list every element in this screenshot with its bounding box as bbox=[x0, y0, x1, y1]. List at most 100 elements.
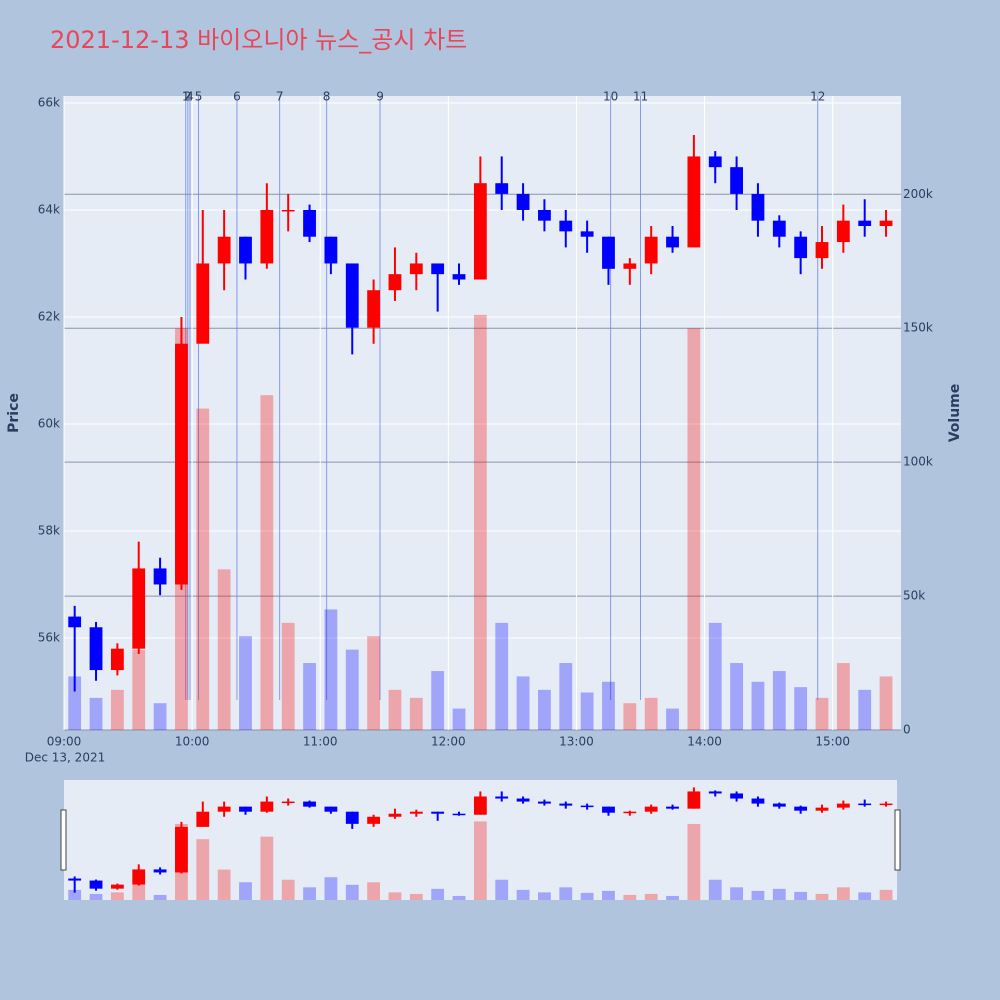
candle-body bbox=[666, 236, 679, 248]
news-marker-label: 11 bbox=[633, 90, 648, 104]
candle-body bbox=[367, 290, 381, 328]
candle-body-mini bbox=[516, 798, 530, 802]
candle-body bbox=[217, 236, 231, 264]
candle-body-mini bbox=[68, 878, 82, 881]
volume-bar-mini bbox=[196, 839, 210, 900]
candle-body-mini bbox=[730, 793, 743, 799]
volume-bar-mini bbox=[388, 892, 402, 900]
candle-body bbox=[388, 274, 402, 291]
candle-body-mini bbox=[666, 806, 679, 809]
y2-tick-label: 150k bbox=[903, 321, 933, 335]
candle-body-mini bbox=[708, 791, 722, 794]
candle-body bbox=[623, 263, 637, 269]
candle-body-mini bbox=[431, 811, 445, 814]
candle-body-mini bbox=[452, 813, 466, 816]
volume-bar bbox=[89, 697, 103, 730]
y-tick-label: 60k bbox=[38, 416, 60, 430]
volume-bar-mini bbox=[708, 879, 722, 900]
candle-body-mini bbox=[175, 826, 188, 873]
candle-body-mini bbox=[602, 806, 615, 813]
news-marker-label: 7 bbox=[276, 90, 284, 104]
candle-body-mini bbox=[495, 796, 509, 799]
candle-body bbox=[175, 343, 188, 585]
volume-bar bbox=[815, 697, 829, 730]
y2-tick-label: 50k bbox=[903, 589, 925, 603]
chart-title: 2021-12-13 바이오니아 뉴스_공시 차트 bbox=[50, 26, 467, 54]
volume-bar bbox=[772, 671, 786, 730]
candle-body-mini bbox=[132, 869, 146, 885]
news-marker-label: 9 bbox=[376, 90, 384, 104]
volume-bar bbox=[196, 408, 210, 730]
volume-bar bbox=[431, 671, 445, 730]
candle-body-mini bbox=[110, 884, 124, 889]
volume-bar-mini bbox=[345, 884, 359, 900]
candle-body-mini bbox=[687, 791, 701, 809]
news-marker-label: 8 bbox=[323, 90, 331, 104]
volume-bar-mini bbox=[644, 893, 658, 900]
volume-bar-mini bbox=[623, 894, 637, 900]
x-tick-label: 12:00 bbox=[431, 735, 466, 749]
volume-bar-mini bbox=[772, 888, 786, 900]
volume-bar-mini bbox=[602, 890, 615, 900]
volume-bar bbox=[687, 328, 701, 730]
range-handle[interactable] bbox=[894, 809, 901, 871]
range-handle[interactable] bbox=[60, 809, 67, 871]
volume-bar bbox=[153, 703, 167, 730]
candle-body-mini bbox=[367, 816, 381, 824]
candle-body bbox=[132, 568, 146, 649]
y2-axis-label: Volume bbox=[947, 384, 963, 443]
candle-body-mini bbox=[388, 813, 402, 817]
x-tick-label: 11:00 bbox=[303, 735, 338, 749]
candle-body bbox=[815, 242, 829, 259]
y-tick-label: 56k bbox=[38, 630, 60, 644]
volume-bar bbox=[68, 676, 82, 730]
candle-body bbox=[687, 156, 701, 248]
volume-bar-mini bbox=[559, 887, 573, 900]
candle-body bbox=[324, 236, 338, 264]
volume-bar-mini bbox=[687, 823, 701, 900]
candle-body bbox=[858, 220, 872, 227]
volume-bar-mini bbox=[409, 893, 423, 900]
candle-body bbox=[559, 220, 573, 232]
candle-body bbox=[708, 156, 722, 168]
volume-bar-mini bbox=[68, 889, 82, 900]
y2-tick-label: 0 bbox=[903, 723, 911, 737]
volume-bar bbox=[281, 622, 295, 730]
candle-body-mini bbox=[858, 803, 872, 806]
volume-bar bbox=[239, 636, 252, 730]
candle-body bbox=[473, 183, 487, 280]
candle-body bbox=[431, 263, 445, 275]
candle-body-mini bbox=[303, 801, 316, 807]
candle-body-mini bbox=[815, 807, 829, 811]
volume-bar-mini bbox=[324, 877, 338, 900]
candle-body bbox=[772, 220, 786, 237]
volume-bar-mini bbox=[495, 879, 509, 900]
volume-bar-mini bbox=[281, 879, 295, 900]
volume-bar-mini bbox=[239, 882, 252, 900]
x-tick-label: 09:00 bbox=[47, 735, 82, 749]
candle-body bbox=[602, 236, 615, 269]
volume-bar-mini bbox=[836, 887, 850, 900]
x-tick-label: 10:00 bbox=[175, 735, 210, 749]
candle-body-mini bbox=[239, 806, 252, 812]
y-tick-label: 66k bbox=[38, 95, 60, 109]
candle-body bbox=[751, 193, 765, 221]
volume-bar bbox=[516, 676, 530, 730]
volume-bar bbox=[260, 395, 274, 730]
news-marker-label: 5 bbox=[195, 90, 203, 104]
volume-bar-mini bbox=[89, 893, 103, 900]
candle-body bbox=[730, 167, 743, 194]
volume-bar-mini bbox=[303, 887, 316, 900]
volume-bar-mini bbox=[431, 888, 445, 900]
volume-bar-mini bbox=[153, 894, 167, 900]
candle-body bbox=[580, 231, 594, 237]
candle-body-mini bbox=[772, 803, 786, 807]
y-tick-label: 62k bbox=[38, 309, 60, 323]
candle-body bbox=[281, 209, 295, 212]
y-tick-label: 64k bbox=[38, 202, 60, 216]
volume-bar bbox=[602, 681, 615, 730]
volume-bar-mini bbox=[879, 889, 893, 900]
candle-body bbox=[153, 568, 167, 585]
y2-tick-label: 100k bbox=[903, 455, 933, 469]
x-tick-label: 15:00 bbox=[815, 735, 850, 749]
